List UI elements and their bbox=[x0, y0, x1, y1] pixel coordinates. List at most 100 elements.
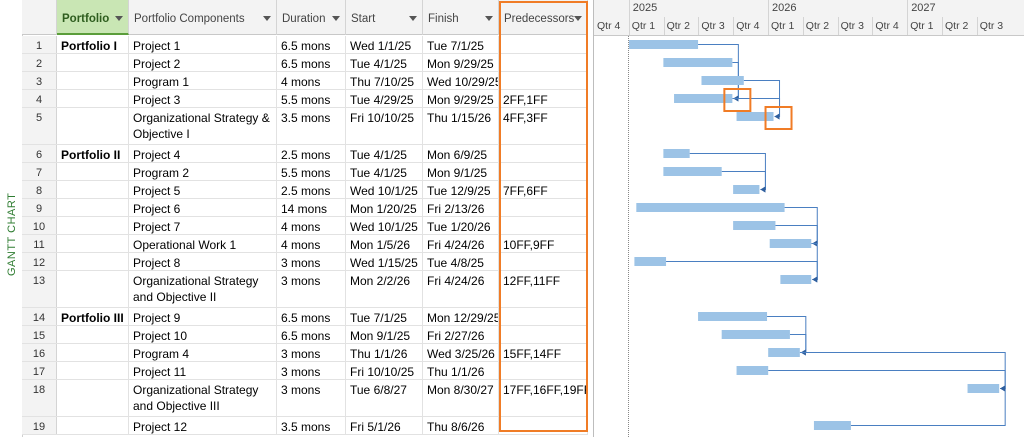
portfolio-cell[interactable] bbox=[57, 362, 129, 379]
start-cell[interactable]: Wed 10/1/25 bbox=[346, 217, 423, 234]
predecessors-cell[interactable] bbox=[499, 217, 588, 234]
duration-cell[interactable]: 3.5 mons bbox=[277, 417, 346, 434]
row-number[interactable]: 9 bbox=[22, 199, 57, 216]
portfolio-cell[interactable] bbox=[57, 108, 129, 144]
component-cell[interactable]: Program 2 bbox=[129, 163, 277, 180]
start-cell[interactable]: Tue 4/1/25 bbox=[346, 163, 423, 180]
task-bar[interactable] bbox=[698, 312, 768, 321]
portfolio-cell[interactable] bbox=[57, 72, 129, 89]
finish-cell[interactable]: Wed 10/29/25 bbox=[423, 72, 499, 89]
filter-dropdown-icon[interactable] bbox=[409, 16, 417, 21]
finish-cell[interactable]: Tue 4/8/25 bbox=[423, 253, 499, 270]
finish-cell[interactable]: Tue 1/20/26 bbox=[423, 217, 499, 234]
start-cell[interactable]: Fri 5/1/26 bbox=[346, 417, 423, 434]
portfolio-cell[interactable] bbox=[57, 380, 129, 416]
component-cell[interactable]: Project 10 bbox=[129, 326, 277, 343]
row-number[interactable]: 12 bbox=[22, 253, 57, 270]
start-cell[interactable]: Mon 1/20/25 bbox=[346, 199, 423, 216]
filter-dropdown-icon[interactable] bbox=[115, 16, 123, 21]
start-cell[interactable]: Thu 7/10/25 bbox=[346, 72, 423, 89]
duration-cell[interactable]: 2.5 mons bbox=[277, 145, 346, 162]
finish-cell[interactable]: Fri 4/24/26 bbox=[423, 271, 499, 307]
row-number[interactable]: 2 bbox=[22, 54, 57, 71]
finish-cell[interactable]: Mon 9/29/25 bbox=[423, 90, 499, 107]
predecessors-cell[interactable] bbox=[499, 199, 588, 216]
duration-cell[interactable]: 3 mons bbox=[277, 344, 346, 361]
portfolio-cell[interactable] bbox=[57, 199, 129, 216]
column-header-components[interactable]: Portfolio Components bbox=[129, 0, 277, 35]
duration-cell[interactable]: 4 mons bbox=[277, 72, 346, 89]
component-cell[interactable]: Project 6 bbox=[129, 199, 277, 216]
task-bar[interactable] bbox=[769, 239, 812, 248]
filter-dropdown-icon[interactable] bbox=[574, 16, 582, 21]
portfolio-cell[interactable] bbox=[57, 417, 129, 434]
predecessors-cell[interactable] bbox=[499, 362, 588, 379]
finish-cell[interactable]: Mon 12/29/25 bbox=[423, 308, 499, 325]
duration-cell[interactable]: 6.5 mons bbox=[277, 308, 346, 325]
predecessors-cell[interactable]: 10FF,9FF bbox=[499, 235, 588, 252]
duration-cell[interactable]: 4 mons bbox=[277, 217, 346, 234]
component-cell[interactable]: Project 4 bbox=[129, 145, 277, 162]
task-bar[interactable] bbox=[733, 185, 760, 194]
row-number[interactable]: 17 bbox=[22, 362, 57, 379]
finish-cell[interactable]: Tue 7/1/25 bbox=[423, 36, 499, 53]
predecessors-cell[interactable] bbox=[499, 308, 588, 325]
portfolio-cell[interactable] bbox=[57, 271, 129, 307]
component-cell[interactable]: Project 5 bbox=[129, 181, 277, 198]
row-number[interactable]: 4 bbox=[22, 90, 57, 107]
finish-cell[interactable]: Thu 1/15/26 bbox=[423, 108, 499, 144]
component-cell[interactable]: Project 9 bbox=[129, 308, 277, 325]
duration-cell[interactable]: 3 mons bbox=[277, 380, 346, 416]
select-all-corner[interactable] bbox=[22, 0, 57, 35]
task-bar[interactable] bbox=[674, 94, 733, 103]
start-cell[interactable]: Tue 6/8/27 bbox=[346, 380, 423, 416]
row-number[interactable]: 3 bbox=[22, 72, 57, 89]
table-row[interactable]: 4 Project 3 5.5 mons Tue 4/29/25 Mon 9/29/25… bbox=[22, 90, 588, 108]
duration-cell[interactable]: 6.5 mons bbox=[277, 54, 346, 71]
table-row[interactable]: 19 Project 12 3.5 mons Fri 5/1/26 Thu 8/6/26 bbox=[22, 417, 588, 435]
component-cell[interactable]: Organizational Strategy & Objective I bbox=[129, 108, 277, 144]
predecessors-cell[interactable] bbox=[499, 145, 588, 162]
start-cell[interactable]: Fri 10/10/25 bbox=[346, 362, 423, 379]
start-cell[interactable]: Mon 1/5/26 bbox=[346, 235, 423, 252]
row-number[interactable]: 8 bbox=[22, 181, 57, 198]
portfolio-cell[interactable] bbox=[57, 181, 129, 198]
portfolio-cell[interactable] bbox=[57, 54, 129, 71]
portfolio-cell[interactable] bbox=[57, 90, 129, 107]
portfolio-cell[interactable]: Portfolio II bbox=[57, 145, 129, 162]
start-cell[interactable]: Tue 4/1/25 bbox=[346, 145, 423, 162]
table-row[interactable]: 5 Organizational Strategy & Objective I 3.… bbox=[22, 108, 588, 145]
finish-cell[interactable]: Mon 9/1/25 bbox=[423, 163, 499, 180]
row-number[interactable]: 15 bbox=[22, 326, 57, 343]
portfolio-cell[interactable] bbox=[57, 235, 129, 252]
start-cell[interactable]: Tue 4/29/25 bbox=[346, 90, 423, 107]
predecessors-cell[interactable]: 7FF,6FF bbox=[499, 181, 588, 198]
task-bar[interactable] bbox=[663, 167, 722, 176]
start-cell[interactable]: Fri 10/10/25 bbox=[346, 108, 423, 144]
finish-cell[interactable]: Tue 12/9/25 bbox=[423, 181, 499, 198]
portfolio-cell[interactable] bbox=[57, 253, 129, 270]
portfolio-cell[interactable] bbox=[57, 163, 129, 180]
table-row[interactable]: 17 Project 11 3 mons Fri 10/10/25 Thu 1/1/26 bbox=[22, 362, 588, 380]
component-cell[interactable]: Program 4 bbox=[129, 344, 277, 361]
filter-dropdown-icon[interactable] bbox=[263, 16, 271, 21]
component-cell[interactable]: Project 11 bbox=[129, 362, 277, 379]
row-number[interactable]: 14 bbox=[22, 308, 57, 325]
predecessors-cell[interactable] bbox=[499, 417, 588, 434]
component-cell[interactable]: Project 1 bbox=[129, 36, 277, 53]
component-cell[interactable]: Organizational Strategy and Objective II bbox=[129, 271, 277, 307]
portfolio-cell[interactable] bbox=[57, 326, 129, 343]
component-cell[interactable]: Operational Work 1 bbox=[129, 235, 277, 252]
predecessors-cell[interactable]: 4FF,3FF bbox=[499, 108, 588, 144]
start-cell[interactable]: Thu 1/1/26 bbox=[346, 344, 423, 361]
task-bar[interactable] bbox=[721, 330, 790, 339]
predecessors-cell[interactable] bbox=[499, 163, 588, 180]
component-cell[interactable]: Project 8 bbox=[129, 253, 277, 270]
finish-cell[interactable]: Mon 8/30/27 bbox=[423, 380, 499, 416]
table-row[interactable]: 13 Organizational Strategy and Objective … bbox=[22, 271, 588, 308]
start-cell[interactable]: Mon 9/1/25 bbox=[346, 326, 423, 343]
row-number[interactable]: 10 bbox=[22, 217, 57, 234]
